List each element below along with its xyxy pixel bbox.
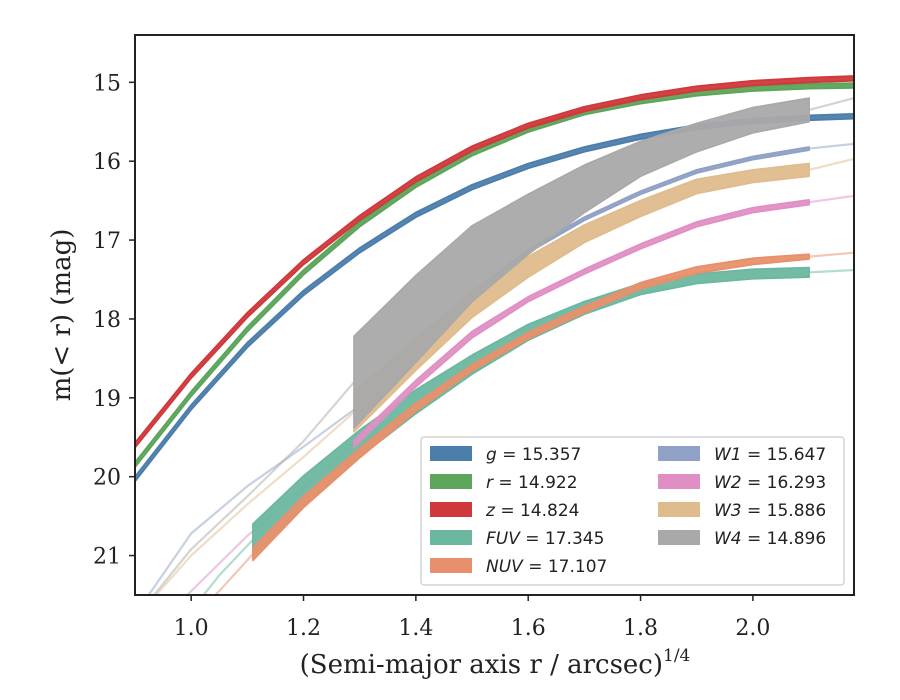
legend-swatch-4 xyxy=(430,558,472,573)
legend-swatch-8 xyxy=(658,530,700,545)
series-8-extrapolation-1 xyxy=(808,97,854,111)
x-tick-label: 1.4 xyxy=(398,616,433,641)
series-8-band xyxy=(353,97,810,429)
x-tick-label: 1.6 xyxy=(511,616,546,641)
legend-label-5: W1 = 15.647 xyxy=(714,445,826,465)
legend-frame xyxy=(420,436,845,586)
legend-swatch-3 xyxy=(430,530,472,545)
x-tick-label: 1.2 xyxy=(286,616,321,641)
series-4-extrapolation-0 xyxy=(213,553,254,595)
y-tick-label: 20 xyxy=(93,466,121,491)
legend-label-8: W4 = 14.896 xyxy=(714,529,826,549)
y-tick-label: 16 xyxy=(93,150,121,175)
legend-swatch-2 xyxy=(430,502,472,517)
y-tick-label: 19 xyxy=(93,387,121,412)
series-7-band xyxy=(353,162,810,433)
legend-label-0: g = 15.357 xyxy=(486,445,581,465)
y-tick-label: 18 xyxy=(93,308,121,333)
series-bands xyxy=(135,75,854,562)
series-3-extrapolation-0 xyxy=(202,539,254,595)
y-axis-ticks: 15 16 17 18 19 20 21 xyxy=(93,71,135,570)
legend-swatch-1 xyxy=(430,474,472,489)
legend-swatch-7 xyxy=(658,502,700,517)
series-4-extrapolation-1 xyxy=(808,251,854,258)
legend-label-6: W2 = 16.293 xyxy=(714,473,826,493)
legend-label-7: W3 = 15.886 xyxy=(714,501,826,521)
series-6-band xyxy=(353,198,810,448)
legend-label-1: r = 14.922 xyxy=(486,473,578,493)
x-tick-label: 2.0 xyxy=(735,616,770,641)
y-tick-label: 17 xyxy=(93,229,121,254)
x-axis-title: (Semi-major axis r / arcsec)1/4 xyxy=(300,646,691,680)
legend-label-3: FUV = 17.345 xyxy=(486,529,604,549)
series-6-extrapolation-1 xyxy=(808,194,854,204)
plot-frame xyxy=(134,34,855,596)
x-axis-ticks: 1.0 1.2 1.4 1.6 1.8 2.0 xyxy=(174,595,770,641)
x-tick-label: 1.0 xyxy=(174,616,209,641)
series-2-band xyxy=(135,75,854,449)
series-7-extrapolation-0 xyxy=(154,411,355,595)
legend: g = 15.357 r = 14.922 z = 14.824 FUV = 17.3… xyxy=(420,436,845,586)
x-tick-label: 1.8 xyxy=(623,616,658,641)
series-8-extrapolation-0 xyxy=(152,381,355,595)
series-5-extrapolation-1 xyxy=(808,142,854,150)
y-tick-label: 21 xyxy=(93,545,121,570)
series-4-band xyxy=(252,253,810,562)
legend-swatch-6 xyxy=(658,474,700,489)
y-axis-title: m(< r) (mag) xyxy=(47,229,77,402)
legend-swatch-0 xyxy=(430,446,472,461)
series-7-extrapolation-1 xyxy=(808,157,854,171)
series-0-band xyxy=(135,112,854,483)
series-5-extrapolation-0 xyxy=(147,408,355,595)
x-axis-title-superscript: 1/4 xyxy=(663,646,690,666)
y-tick-label: 15 xyxy=(93,71,121,96)
series-3-band xyxy=(252,266,810,557)
legend-label-2: z = 14.824 xyxy=(485,501,579,521)
legend-label-4: NUV = 17.107 xyxy=(486,557,607,577)
series-3-extrapolation-1 xyxy=(809,268,854,274)
legend-swatch-5 xyxy=(658,446,700,461)
